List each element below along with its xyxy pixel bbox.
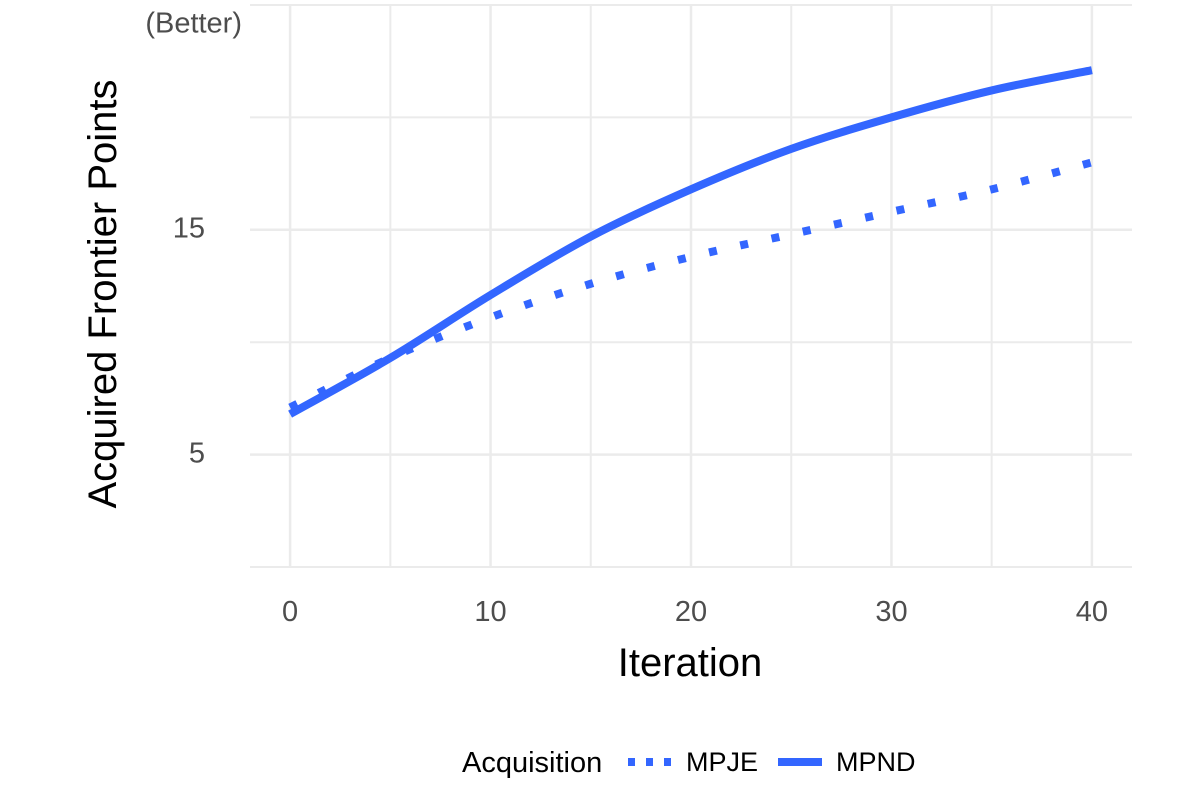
legend-label-mpnd: MPND [836,747,916,777]
legend-title: Acquisition [462,747,602,779]
y-tick-label: 5 [189,437,205,469]
x-tick-label: 30 [875,596,907,628]
x-tick-label: 20 [675,596,707,628]
y-axis-title: Acquired Frontier Points [81,79,125,508]
x-tick-label: 10 [474,596,506,628]
legend: Acquisition MPJE MPND [462,747,916,779]
tick-labels: 0 10 20 30 40 5 15 [173,212,1108,628]
series-line-mpnd [288,66,1093,418]
better-annotation: (Better) [145,8,242,40]
x-tick-label: 40 [1076,596,1108,628]
grid [250,4,1132,568]
legend-label-mpje: MPJE [686,747,758,777]
series-lines [288,66,1093,418]
series-line-mpje [288,158,1093,411]
x-axis-title: Iteration [618,641,763,685]
y-tick-label: 15 [173,212,205,244]
x-tick-label: 0 [282,596,298,628]
